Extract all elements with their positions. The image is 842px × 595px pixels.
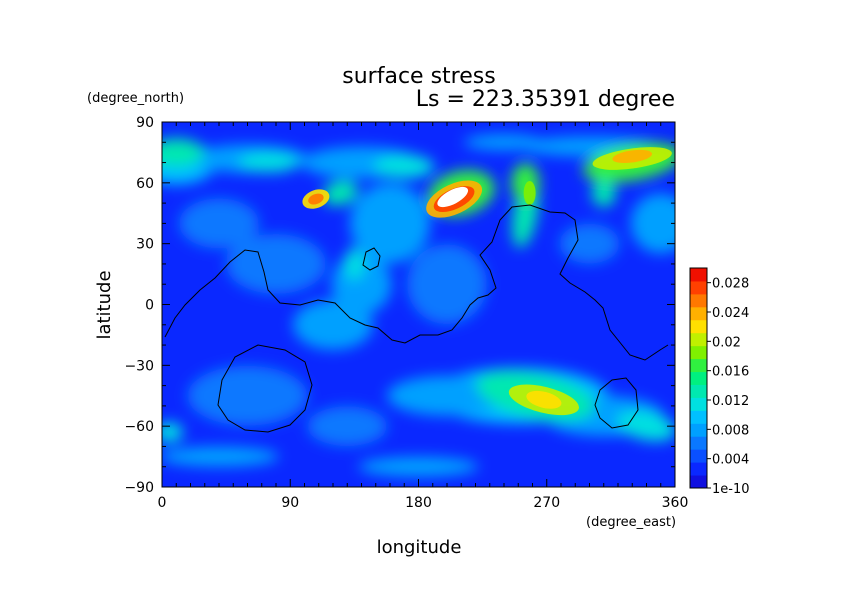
colorbar-segment	[690, 332, 707, 347]
colorbar	[689, 267, 708, 489]
field-patch	[559, 223, 620, 264]
colorbar-segment	[690, 384, 707, 398]
colorbar-label: 0.024	[712, 306, 749, 321]
colorbar-segment	[690, 410, 707, 424]
colorbar-label: 0.012	[712, 394, 749, 409]
y-axis-label: latitude	[94, 270, 115, 339]
x-tick-label: 360	[662, 495, 689, 511]
colorbar-label: 0.008	[712, 423, 749, 438]
field-patch	[464, 134, 544, 151]
colorbar-segment	[690, 436, 707, 450]
colorbar-segment	[690, 280, 707, 295]
field-patch	[358, 456, 479, 477]
y-tick-labels: 90 60 30 0 −30 −60 −90	[124, 115, 154, 496]
field-core	[523, 180, 536, 205]
colorbar-segment	[690, 423, 707, 437]
field-core	[526, 390, 562, 409]
colorbar-segment	[690, 319, 707, 334]
field-patch	[226, 233, 326, 294]
chart-title: surface stress	[342, 64, 495, 89]
colorbar-segment	[690, 462, 707, 476]
x-axis-label: longitude	[377, 537, 462, 558]
colorbar-labels: 0.028 0.024 0.02 0.016 0.012 0.008 0.004 1e-10	[707, 277, 750, 497]
colorbar-segment	[690, 475, 707, 489]
coastline-main	[164, 204, 669, 361]
colorbar-label: 1e-10	[712, 482, 750, 497]
field-patch	[179, 198, 259, 249]
colorbar-label: 0.028	[712, 277, 749, 292]
coastline-island-north	[362, 247, 381, 271]
y-tick-label: 0	[145, 298, 154, 314]
colorbar-label: 0.004	[712, 453, 749, 468]
y-tick-label: 90	[136, 115, 154, 131]
colorbar-label: 0.02	[712, 335, 741, 350]
field-patch	[238, 152, 299, 173]
x-tick-label: 180	[405, 495, 432, 511]
colorbar-segment	[690, 293, 707, 308]
field-patch	[307, 406, 388, 447]
coastlines	[164, 204, 669, 433]
field-core	[308, 193, 324, 205]
y-tick-label: 60	[136, 176, 154, 192]
y-tick-label: −90	[124, 480, 154, 496]
field-patch	[350, 183, 430, 264]
field-patch	[162, 446, 279, 467]
field-patch	[630, 193, 675, 254]
stress-field	[162, 122, 675, 487]
x-unit-label: (degree_east)	[586, 515, 676, 530]
x-tick-label: 270	[533, 495, 560, 511]
field-patch	[293, 299, 373, 350]
colorbar-segment	[690, 371, 707, 385]
colorbar-segment	[690, 358, 707, 373]
colorbar-segment	[690, 345, 707, 360]
field-core	[612, 149, 653, 164]
colorbar-label: 0.016	[712, 365, 749, 380]
coastline-basin-east	[594, 377, 639, 429]
colorbar-segment	[690, 397, 707, 411]
y-tick-label: 30	[136, 237, 154, 253]
y-unit-label: (degree_north)	[87, 91, 184, 106]
x-tick-labels: 0 90 180 270 360	[158, 495, 689, 511]
field-patch	[407, 244, 487, 325]
colorbar-segment	[690, 449, 707, 463]
y-tick-label: −30	[124, 358, 154, 374]
field-patch	[374, 154, 435, 179]
field-patch	[591, 178, 616, 207]
field-patch	[187, 365, 308, 426]
field-cores	[302, 147, 672, 416]
field-saturated-core	[437, 186, 469, 208]
field-patch	[344, 247, 365, 280]
chart-subtitle: Ls = 223.35391 degree	[416, 87, 675, 112]
coastline-basin-west	[217, 344, 313, 433]
x-tick-label: 0	[158, 495, 167, 511]
y-tick-label: −60	[124, 419, 154, 435]
axis-ticks	[161, 121, 676, 488]
field-patch	[322, 180, 358, 206]
field-patch	[162, 422, 184, 443]
field-patch	[162, 138, 205, 167]
x-tick-label: 90	[281, 495, 299, 511]
colorbar-frame	[689, 267, 708, 489]
colorbar-segment	[690, 306, 707, 321]
colorbar-segment	[690, 268, 707, 282]
